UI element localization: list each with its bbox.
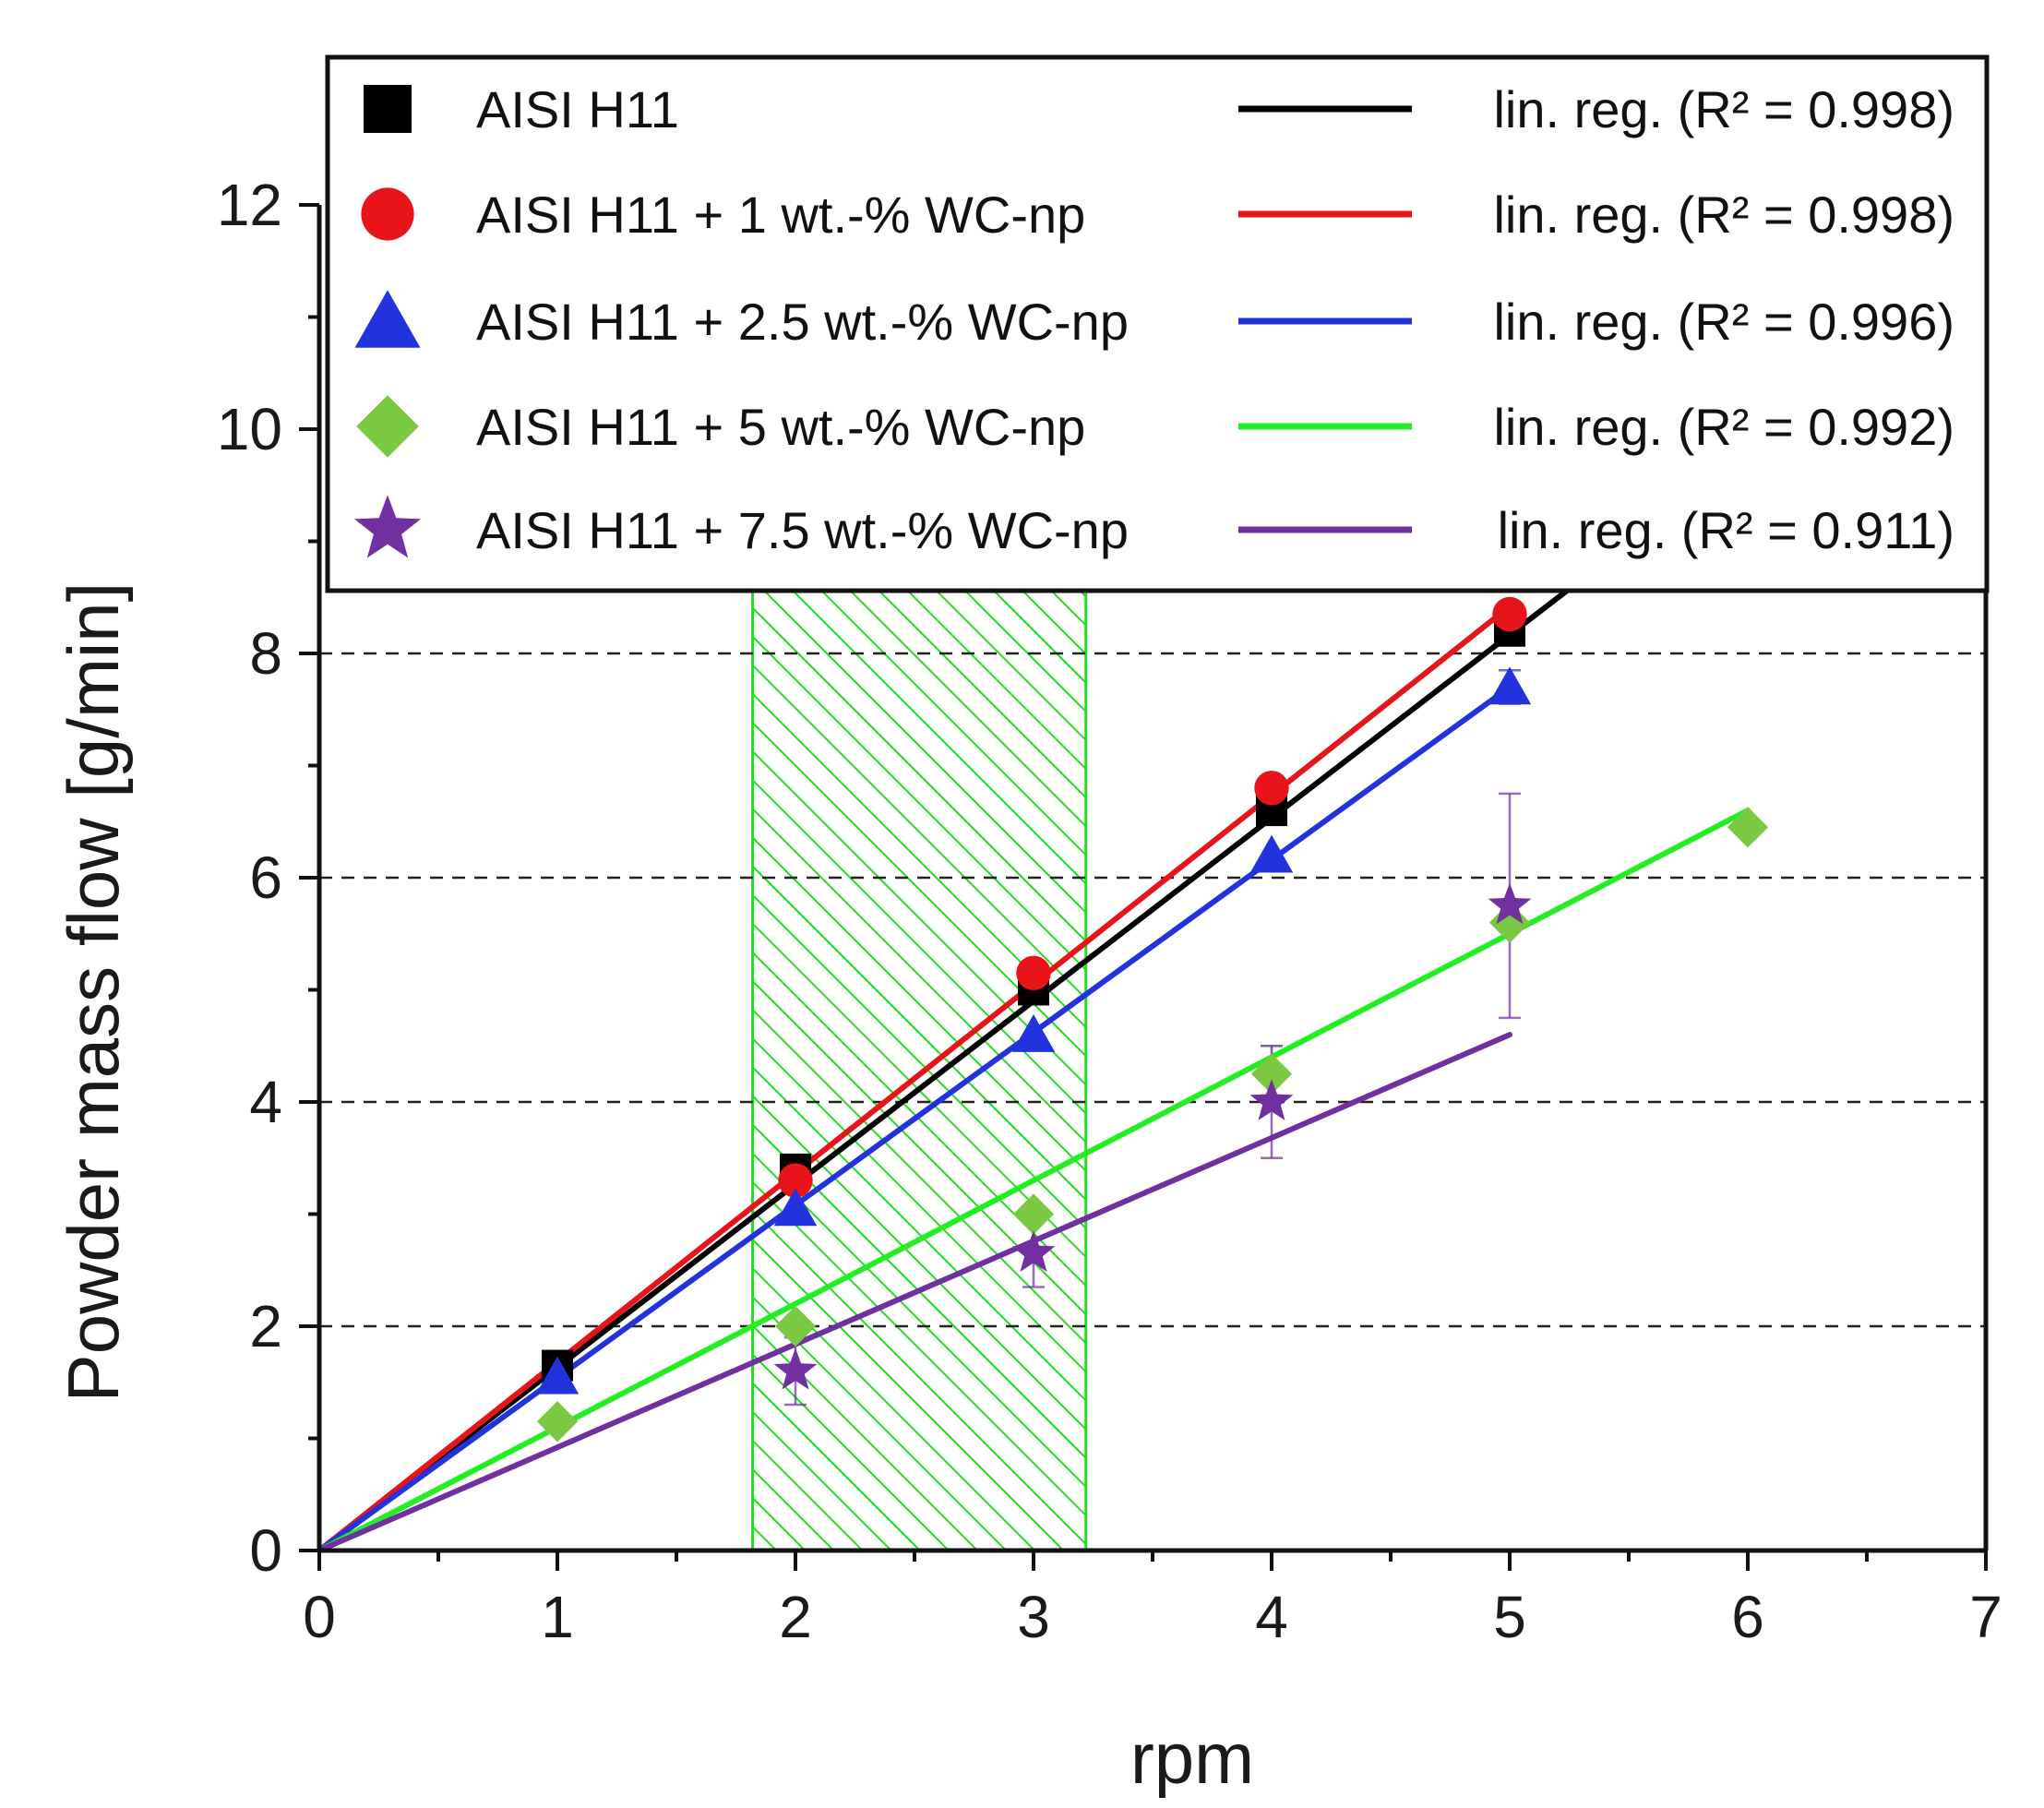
- x-tick-label: 1: [541, 1584, 574, 1650]
- data-point: [1012, 1193, 1055, 1235]
- legend-marker: [356, 395, 419, 458]
- y-tick-label: 6: [249, 844, 282, 911]
- legend-marker: [354, 495, 421, 558]
- x-tick-label: 6: [1731, 1584, 1764, 1650]
- data-point: [773, 1347, 818, 1390]
- data-point: [1011, 1014, 1056, 1052]
- x-tick-label: 3: [1017, 1584, 1050, 1650]
- x-axis-title: rpm: [1130, 1718, 1254, 1799]
- legend-fit-label: lin. reg. (R² = 0.911): [1498, 501, 1954, 559]
- y-tick-label: 10: [217, 396, 282, 462]
- data-point: [778, 1163, 813, 1198]
- legend-fit-label: lin. reg. (R² = 0.996): [1493, 293, 1954, 351]
- data-point: [1488, 666, 1532, 705]
- data-point: [1492, 596, 1527, 632]
- y-tick-label: 12: [217, 172, 282, 238]
- legend-series-label: AISI H11 + 2.5 wt.-% WC-np: [476, 293, 1129, 351]
- data-point: [1254, 771, 1289, 806]
- data-point: [774, 1305, 817, 1347]
- y-tick-label: 4: [249, 1069, 282, 1135]
- data-point: [1016, 955, 1051, 990]
- y-tick-label: 8: [249, 620, 282, 687]
- data-point: [1488, 902, 1531, 943]
- highlight-region-group: [751, 584, 1088, 1552]
- legend-marker: [364, 85, 412, 133]
- data-point: [1488, 882, 1532, 925]
- legend-series-label: AISI H11 + 1 wt.-% WC-np: [476, 186, 1085, 244]
- data-point: [1250, 1053, 1293, 1095]
- legend-marker: [354, 290, 421, 348]
- legend: AISI H11 lin. reg. (R² = 0.998) AISI H11 +…: [325, 54, 1990, 593]
- x-tick-label: 4: [1255, 1584, 1288, 1650]
- data-point: [1249, 834, 1294, 873]
- legend-series-label: AISI H11 + 5 wt.-% WC-np: [476, 398, 1085, 456]
- data-markers: [535, 596, 1769, 1443]
- y-axis-title: Powder mass flow [g/min]: [53, 582, 134, 1403]
- regression-line: [319, 603, 1512, 1551]
- regression-line: [319, 1032, 1512, 1551]
- x-tick-label: 0: [303, 1584, 336, 1650]
- legend-series-label: AISI H11: [476, 80, 679, 138]
- legend-marker: [361, 187, 414, 241]
- legend-fit-label: lin. reg. (R² = 0.998): [1493, 80, 1954, 138]
- data-point: [1011, 1230, 1056, 1272]
- legend-fit-label: lin. reg. (R² = 0.992): [1493, 398, 1954, 456]
- y-tick-label: 0: [249, 1517, 282, 1584]
- highlight-region: [751, 584, 1088, 1552]
- legend-series-label: AISI H11 + 7.5 wt.-% WC-np: [476, 501, 1129, 559]
- y-tick-label: 2: [249, 1293, 282, 1359]
- regression-line: [319, 684, 1512, 1551]
- x-tick-label: 5: [1493, 1584, 1526, 1650]
- x-tick-label: 2: [779, 1584, 812, 1650]
- data-point: [1727, 807, 1769, 848]
- data-point: [773, 1188, 818, 1227]
- data-point: [1249, 1079, 1294, 1120]
- legend-box: [325, 54, 1990, 593]
- legend-fit-label: lin. reg. (R² = 0.998): [1493, 186, 1954, 244]
- data-point: [536, 1401, 579, 1443]
- data-point: [535, 1356, 580, 1395]
- gridlines: [319, 652, 1986, 1328]
- x-tick-label: 7: [1969, 1584, 2002, 1650]
